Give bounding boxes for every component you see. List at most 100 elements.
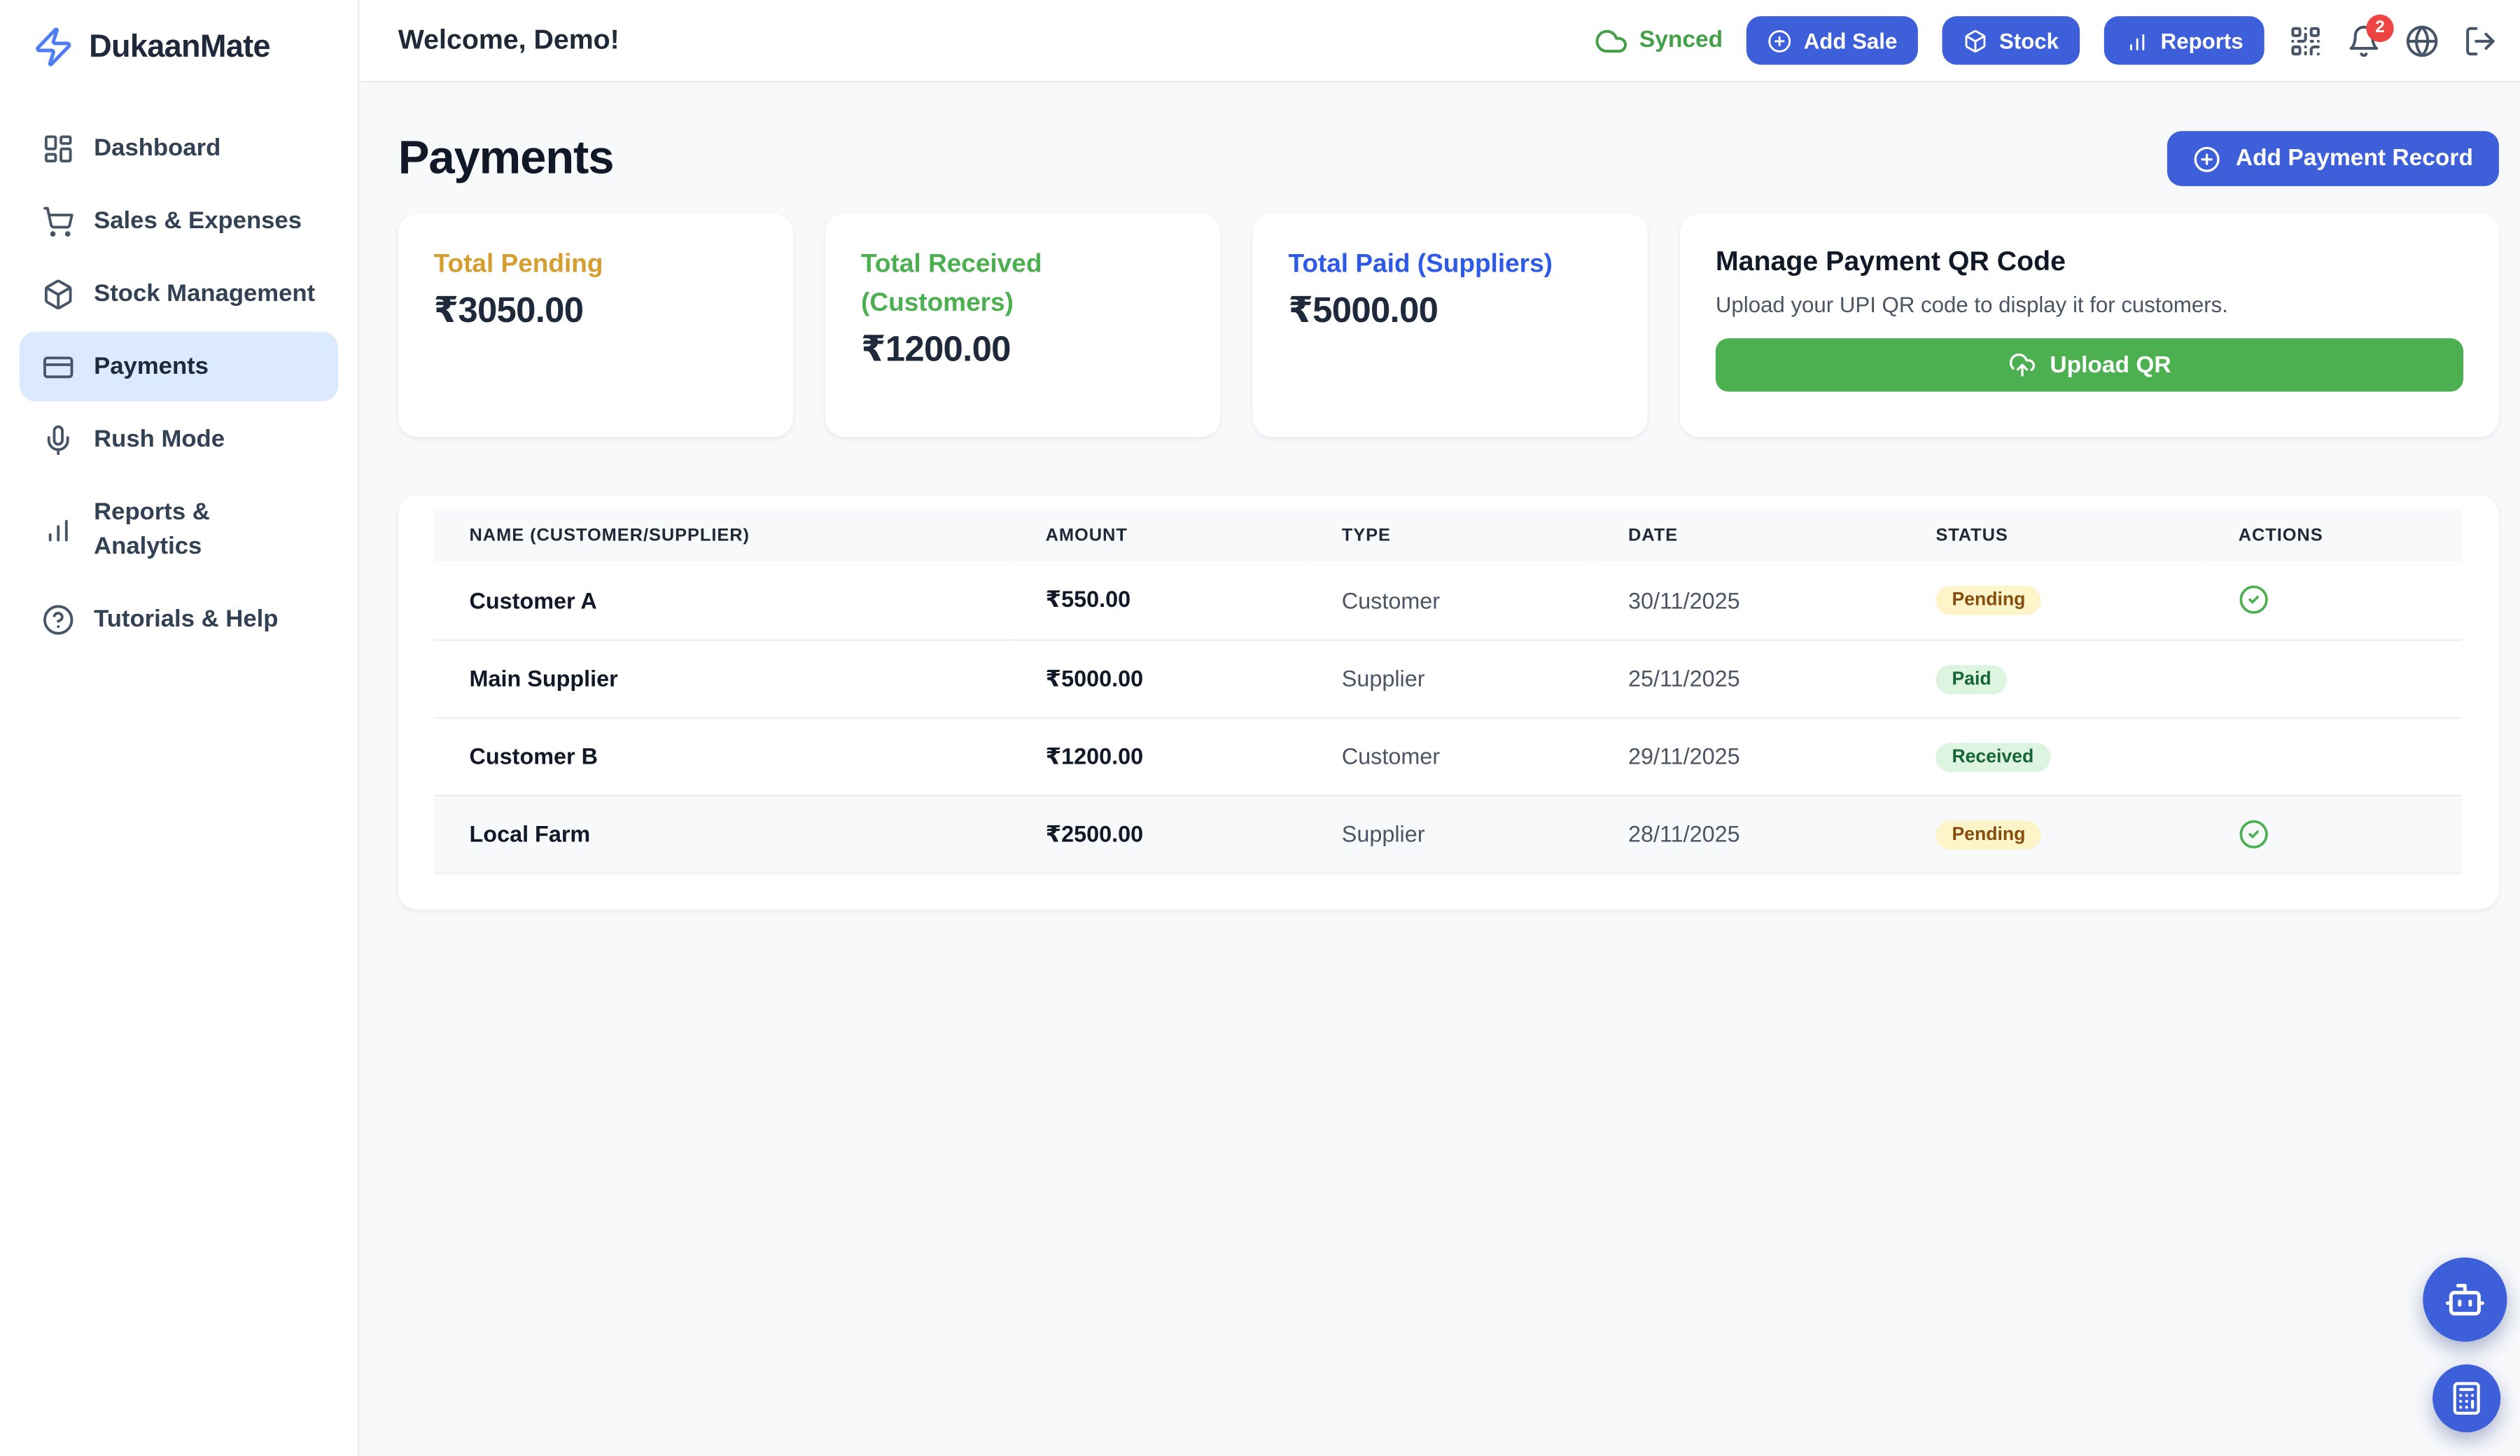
qr-card-description: Upload your UPI QR code to display it fo…	[1715, 293, 2228, 318]
card-value: ₹5000.00	[1288, 289, 1438, 330]
topbar: Welcome, Demo! Synced Add Sale Stock Rep…	[359, 0, 2520, 83]
card-label: Total Pending	[433, 251, 603, 279]
sidebar-item-label: Sales & Expenses	[94, 206, 302, 235]
sidebar-item-stock-management[interactable]: Stock Management	[20, 259, 338, 328]
mic-icon	[47, 424, 69, 454]
card-label: Total Paid (Suppliers)	[1288, 251, 1553, 279]
plus-circle-icon	[2194, 146, 2220, 172]
table-header: NAME (CUSTOMER/SUPPLIER) AMOUNT TYPE DAT…	[433, 508, 2462, 562]
reports-button[interactable]: Reports	[2104, 16, 2264, 65]
help-circle-icon	[43, 604, 74, 634]
row-date: 29/11/2025	[1628, 743, 1740, 769]
brand-name: DukaanMate	[89, 28, 270, 64]
row-type: Supplier	[1341, 820, 1425, 847]
credit-card-icon	[43, 356, 74, 378]
status-badge: Paid	[1935, 664, 2008, 694]
check-circle-icon	[2239, 819, 2268, 848]
card-label: Total Received (Customers)	[861, 251, 1042, 318]
sidebar-item-label: Rush Mode	[94, 426, 225, 454]
row-name: Local Farm	[469, 820, 591, 847]
table-row: Customer B ₹1200.00 Customer 29/11/2025 …	[433, 717, 2462, 795]
qr-code-card: Manage Payment QR Code Upload your UPI Q…	[1680, 214, 2499, 438]
column-header-name: NAME (CUSTOMER/SUPPLIER)	[469, 525, 750, 545]
sidebar-item-label: Tutorials & Help	[94, 605, 279, 634]
row-date: 28/11/2025	[1628, 820, 1740, 847]
column-header-date: DATE	[1628, 525, 1679, 545]
row-name: Main Supplier	[469, 665, 618, 692]
sidebar-item-reports-analytics[interactable]: Reports & Analytics	[20, 477, 338, 581]
sync-status-label: Synced	[1639, 27, 1723, 54]
sidebar-item-label: Stock Management	[94, 280, 316, 308]
total-pending-card: Total Pending ₹3050.00	[398, 214, 793, 438]
qr-code-icon	[2291, 26, 2320, 55]
status-badge: Pending	[1935, 586, 2042, 616]
table-row: Local Farm ₹2500.00 Supplier 28/11/2025 …	[433, 794, 2462, 873]
sidebar-item-payments[interactable]: Payments	[19, 331, 339, 402]
row-amount: ₹550.00	[1045, 586, 1131, 612]
row-amount: ₹5000.00	[1045, 664, 1144, 691]
calculator-fab[interactable]	[2432, 1364, 2501, 1433]
logout-icon	[2466, 26, 2495, 55]
upload-qr-button[interactable]: Upload QR	[1715, 338, 2464, 392]
sidebar-item-sales-expenses[interactable]: Sales & Expenses	[20, 186, 338, 255]
stock-button[interactable]: Stock	[1942, 16, 2080, 65]
row-type: Customer	[1341, 743, 1441, 769]
dashboard-icon	[44, 134, 72, 162]
summary-cards: Total Pending ₹3050.00 Total Received (C…	[398, 214, 2499, 438]
plus-circle-icon	[1769, 29, 1792, 52]
column-header-status: STATUS	[1935, 525, 2008, 545]
total-received-card: Total Received (Customers) ₹1200.00	[825, 214, 1221, 438]
notifications-button[interactable]: 2	[2347, 13, 2394, 58]
main-content: Payments Add Payment Record Total Pendin…	[359, 82, 2520, 1456]
card-value: ₹3050.00	[433, 289, 584, 330]
sidebar-item-dashboard[interactable]: Dashboard	[20, 113, 338, 183]
qr-card-title: Manage Payment QR Code	[1715, 246, 2066, 277]
sidebar-item-rush-mode[interactable]: Rush Mode	[20, 405, 338, 474]
row-name: Customer A	[469, 587, 597, 613]
add-sale-button[interactable]: Add Sale	[1746, 16, 1919, 65]
table-row: Customer A ₹550.00 Customer 30/11/2025 P…	[433, 561, 2462, 640]
total-paid-card: Total Paid (Suppliers) ₹5000.00	[1252, 214, 1648, 438]
mark-complete-button[interactable]	[2239, 818, 2269, 849]
status-badge: Received	[1935, 742, 2050, 771]
brand-logo[interactable]: DukaanMate	[0, 0, 358, 90]
mark-complete-button[interactable]	[2239, 584, 2269, 615]
column-header-amount: AMOUNT	[1045, 525, 1128, 545]
status-badge: Pending	[1935, 820, 2042, 849]
cloud-icon	[1595, 29, 1627, 52]
assistant-fab[interactable]	[2423, 1257, 2507, 1342]
page-title: Payments	[398, 132, 615, 184]
sidebar: DukaanMate Dashboard Sales & Expenses St…	[0, 0, 360, 1456]
shopping-cart-icon	[43, 206, 74, 236]
row-name: Customer B	[469, 743, 598, 769]
package-icon	[1966, 29, 1986, 52]
row-type: Customer	[1341, 587, 1441, 613]
logout-button[interactable]	[2463, 24, 2498, 58]
card-value: ₹1200.00	[861, 328, 1011, 370]
payments-table: NAME (CUSTOMER/SUPPLIER) AMOUNT TYPE DAT…	[433, 508, 2462, 873]
reports-label: Reports	[2160, 28, 2244, 53]
sidebar-item-label: Reports & Analytics	[94, 498, 210, 561]
add-payment-record-button[interactable]: Add Payment Record	[2167, 131, 2499, 186]
sidebar-item-label: Payments	[94, 353, 209, 381]
add-payment-record-label: Add Payment Record	[2235, 146, 2473, 172]
topbar-actions: Synced Add Sale Stock Reports 2	[1594, 13, 2498, 65]
table-row: Main Supplier ₹5000.00 Supplier 25/11/20…	[433, 639, 2462, 718]
column-header-type: TYPE	[1341, 525, 1391, 545]
package-icon	[44, 279, 72, 309]
column-header-actions: ACTIONS	[2238, 525, 2323, 545]
upload-cloud-icon	[2008, 354, 2034, 377]
check-circle-icon	[2239, 586, 2268, 615]
page-header: Payments Add Payment Record	[398, 131, 2499, 186]
bar-chart-icon	[48, 519, 68, 542]
stock-label: Stock	[1998, 28, 2059, 53]
zap-icon	[36, 27, 71, 66]
calculator-icon	[2453, 1382, 2480, 1415]
sidebar-item-tutorials-help[interactable]: Tutorials & Help	[20, 584, 338, 654]
bar-chart-icon	[2130, 33, 2145, 50]
qr-code-button[interactable]	[2288, 24, 2323, 58]
notification-badge: 2	[2366, 13, 2394, 41]
sync-status: Synced	[1594, 24, 1723, 58]
language-button[interactable]	[2405, 24, 2440, 58]
